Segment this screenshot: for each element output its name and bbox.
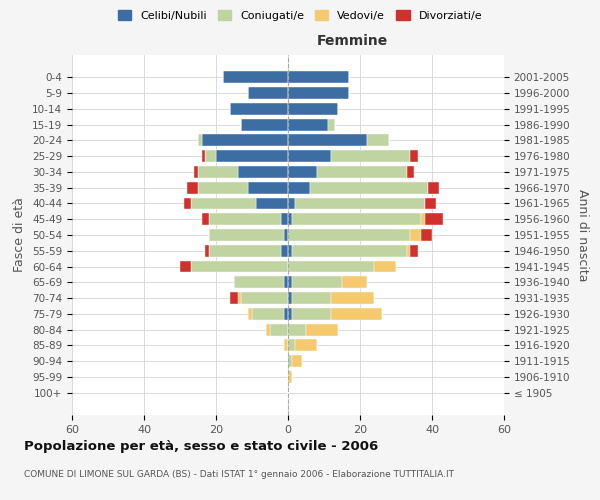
- Bar: [284, 276, 288, 288]
- Bar: [421, 229, 432, 241]
- Bar: [328, 118, 335, 130]
- Bar: [306, 324, 338, 336]
- Bar: [288, 292, 292, 304]
- Bar: [241, 118, 288, 130]
- Bar: [184, 198, 191, 209]
- Bar: [248, 182, 288, 194]
- Bar: [191, 260, 288, 272]
- Bar: [223, 72, 288, 83]
- Bar: [191, 198, 256, 209]
- Text: Femmine: Femmine: [317, 34, 388, 48]
- Bar: [425, 198, 436, 209]
- Bar: [288, 276, 292, 288]
- Bar: [230, 292, 238, 304]
- Bar: [425, 214, 443, 225]
- Bar: [284, 308, 288, 320]
- Bar: [216, 150, 288, 162]
- Bar: [281, 245, 288, 256]
- Bar: [331, 308, 382, 320]
- Bar: [428, 182, 439, 194]
- Bar: [288, 371, 292, 383]
- Bar: [209, 229, 284, 241]
- Bar: [310, 182, 428, 194]
- Bar: [202, 134, 288, 146]
- Bar: [288, 103, 338, 115]
- Bar: [238, 166, 288, 178]
- Bar: [288, 340, 295, 351]
- Bar: [187, 182, 198, 194]
- Y-axis label: Fasce di età: Fasce di età: [13, 198, 26, 272]
- Bar: [288, 87, 349, 99]
- Bar: [288, 245, 292, 256]
- Bar: [288, 356, 292, 367]
- Bar: [410, 245, 418, 256]
- Bar: [234, 276, 284, 288]
- Bar: [230, 103, 288, 115]
- Bar: [288, 324, 306, 336]
- Bar: [198, 182, 248, 194]
- Y-axis label: Anni di nascita: Anni di nascita: [576, 188, 589, 281]
- Bar: [238, 292, 241, 304]
- Bar: [198, 134, 202, 146]
- Bar: [194, 166, 198, 178]
- Bar: [288, 214, 292, 225]
- Bar: [331, 150, 410, 162]
- Bar: [367, 134, 389, 146]
- Bar: [288, 134, 367, 146]
- Bar: [407, 166, 414, 178]
- Bar: [331, 292, 374, 304]
- Bar: [288, 308, 292, 320]
- Bar: [288, 198, 295, 209]
- Bar: [202, 214, 209, 225]
- Bar: [248, 308, 252, 320]
- Bar: [209, 245, 281, 256]
- Text: COMUNE DI LIMONE SUL GARDA (BS) - Dati ISTAT 1° gennaio 2006 - Elaborazione TUTT: COMUNE DI LIMONE SUL GARDA (BS) - Dati I…: [24, 470, 454, 479]
- Bar: [342, 276, 367, 288]
- Bar: [288, 118, 328, 130]
- Bar: [410, 150, 418, 162]
- Bar: [410, 229, 421, 241]
- Bar: [209, 214, 281, 225]
- Bar: [202, 150, 205, 162]
- Bar: [288, 260, 374, 272]
- Bar: [421, 214, 425, 225]
- Bar: [288, 150, 331, 162]
- Bar: [256, 198, 288, 209]
- Bar: [248, 87, 288, 99]
- Bar: [374, 260, 396, 272]
- Bar: [292, 292, 331, 304]
- Bar: [292, 356, 302, 367]
- Legend: Celibi/Nubili, Coniugati/e, Vedovi/e, Divorziati/e: Celibi/Nubili, Coniugati/e, Vedovi/e, Di…: [113, 6, 487, 25]
- Bar: [281, 214, 288, 225]
- Bar: [198, 166, 238, 178]
- Bar: [241, 292, 288, 304]
- Bar: [292, 214, 421, 225]
- Bar: [317, 166, 407, 178]
- Bar: [266, 324, 270, 336]
- Bar: [288, 72, 349, 83]
- Bar: [252, 308, 284, 320]
- Bar: [288, 182, 310, 194]
- Bar: [180, 260, 191, 272]
- Bar: [284, 340, 288, 351]
- Bar: [292, 308, 331, 320]
- Bar: [288, 166, 317, 178]
- Bar: [295, 340, 317, 351]
- Bar: [292, 276, 342, 288]
- Bar: [292, 245, 407, 256]
- Bar: [205, 150, 216, 162]
- Text: Popolazione per età, sesso e stato civile - 2006: Popolazione per età, sesso e stato civil…: [24, 440, 378, 453]
- Bar: [270, 324, 288, 336]
- Bar: [295, 198, 425, 209]
- Bar: [284, 229, 288, 241]
- Bar: [407, 245, 410, 256]
- Bar: [205, 245, 209, 256]
- Bar: [288, 229, 410, 241]
